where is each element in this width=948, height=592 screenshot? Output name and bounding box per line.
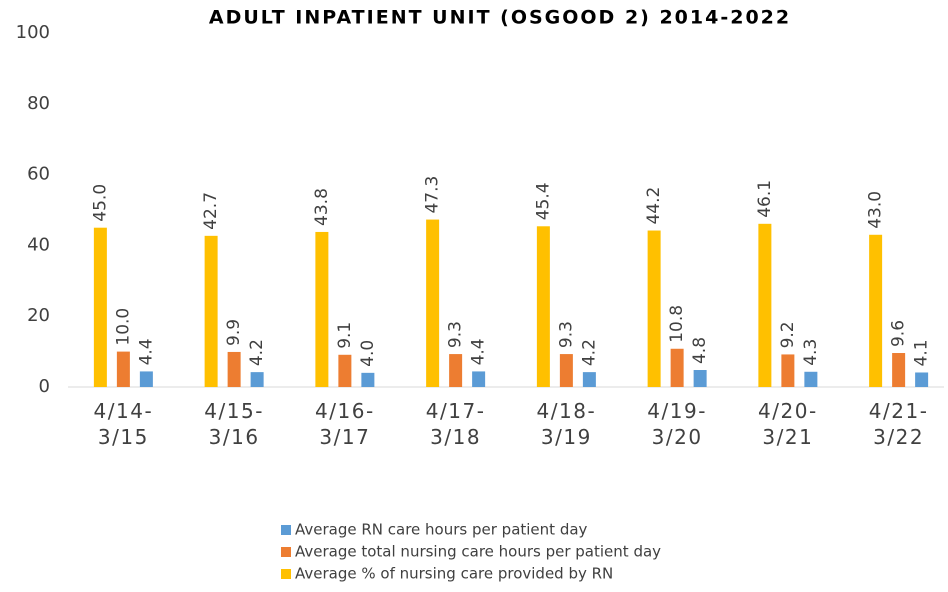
data-label: 43.8: [312, 188, 332, 226]
data-label: 4.2: [247, 339, 267, 366]
bar: [227, 351, 241, 387]
data-label: 9.6: [889, 320, 909, 347]
bar: [869, 234, 883, 387]
data-label: 4.8: [690, 337, 710, 364]
bar: [204, 235, 218, 387]
data-label: 9.1: [335, 322, 355, 349]
data-label: 9.9: [224, 319, 244, 346]
data-label: 9.2: [778, 321, 798, 348]
bar: [536, 226, 550, 387]
legend-label: Average % of nursing care provided by RN: [295, 565, 613, 583]
bar: [139, 371, 153, 387]
data-label: 4.3: [801, 339, 821, 366]
bar: [315, 231, 329, 387]
data-label: 46.1: [755, 180, 775, 218]
x-tick-label: 4/19-3/20: [647, 399, 707, 449]
x-tick-label: 4/18-3/19: [537, 399, 597, 449]
data-label: 4.0: [358, 340, 378, 367]
legend-swatch: [281, 569, 291, 579]
y-tick-label: 0: [39, 376, 50, 397]
y-tick-label: 80: [27, 93, 50, 114]
data-label: 42.7: [201, 192, 221, 230]
data-label: 9.3: [556, 321, 576, 348]
bar: [559, 354, 573, 387]
bar: [693, 370, 707, 387]
data-label: 4.4: [136, 338, 156, 365]
x-tick-label: 4/15-3/16: [204, 399, 264, 449]
y-tick-label: 100: [16, 22, 50, 43]
data-label: 45.0: [90, 184, 110, 222]
data-label: 9.3: [446, 321, 466, 348]
bar: [472, 371, 486, 387]
chart-title: ADULT INPATIENT UNIT (OSGOOD 2) 2014-202…: [209, 7, 791, 29]
x-tick-label: 4/14-3/15: [94, 399, 154, 449]
x-tick-label: 4/17-3/18: [426, 399, 486, 449]
y-tick-label: 60: [27, 164, 50, 185]
y-tick-label: 20: [27, 305, 50, 326]
bar: [582, 372, 596, 387]
bar: [449, 354, 463, 387]
bar: [804, 371, 818, 387]
bar: [758, 223, 772, 387]
bar: [647, 230, 661, 387]
data-label: 47.3: [423, 176, 443, 214]
data-label: 4.1: [912, 339, 932, 366]
bar: [93, 227, 107, 387]
x-tick-label: 4/21-3/22: [869, 399, 929, 449]
bar: [670, 348, 684, 387]
bar: [116, 351, 130, 387]
bar: [426, 219, 440, 387]
x-tick-label: 4/20-3/21: [758, 399, 818, 449]
legend-swatch: [281, 525, 291, 535]
x-tick-label: 4/16-3/17: [315, 399, 375, 449]
y-tick-label: 40: [27, 234, 50, 255]
data-label: 45.4: [533, 182, 553, 220]
legend-swatch: [281, 547, 291, 557]
legend-label: Average RN care hours per patient day: [295, 521, 588, 539]
data-label: 43.0: [866, 191, 886, 229]
bar: [892, 353, 906, 387]
data-label: 4.4: [469, 338, 489, 365]
data-label: 10.0: [113, 308, 133, 346]
data-label: 10.8: [667, 305, 687, 343]
bar: [361, 372, 375, 387]
bar: [915, 372, 929, 387]
data-label: 44.2: [644, 187, 664, 225]
legend-label: Average total nursing care hours per pat…: [295, 543, 661, 561]
bar: [781, 354, 795, 387]
bar: [338, 354, 352, 387]
data-label: 4.2: [579, 339, 599, 366]
bar: [250, 372, 264, 387]
